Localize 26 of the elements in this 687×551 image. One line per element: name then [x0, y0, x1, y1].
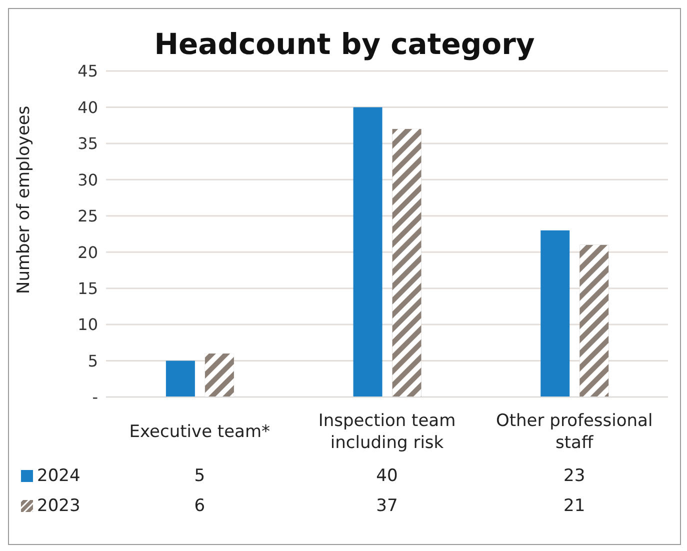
bar — [540, 230, 570, 397]
data-label: 40 — [375, 466, 399, 486]
y-tick-label: 20 — [78, 242, 98, 262]
y-tick-label: 40 — [78, 98, 98, 117]
data-label: 5 — [193, 466, 206, 486]
y-tick-label: 15 — [78, 279, 98, 298]
y-tick-label: 35 — [78, 134, 98, 154]
y-tick-label: 45 — [78, 62, 98, 81]
y-tick-label: 25 — [78, 206, 98, 226]
y-axis-title: Number of employees — [14, 106, 34, 294]
data-label: 21 — [562, 496, 586, 516]
bar — [353, 107, 382, 397]
data-label: 37 — [375, 496, 399, 516]
legend-label: 2024 — [37, 466, 80, 486]
data-label: 23 — [562, 466, 586, 486]
y-tick-label: 5 — [88, 351, 98, 370]
legend-label: 2023 — [37, 496, 80, 516]
x-tick-label: Inspection team including risk — [317, 410, 457, 454]
x-tick-label: Other professional staff — [494, 410, 654, 454]
y-tick-label: 10 — [78, 315, 98, 334]
y-tick-label: 30 — [78, 170, 98, 190]
data-label: 6 — [193, 496, 206, 516]
bar — [166, 360, 195, 397]
chart-title: Headcount by category — [153, 27, 536, 61]
y-tick-label: - — [92, 388, 98, 407]
x-tick-label: Executive team* — [129, 421, 270, 443]
